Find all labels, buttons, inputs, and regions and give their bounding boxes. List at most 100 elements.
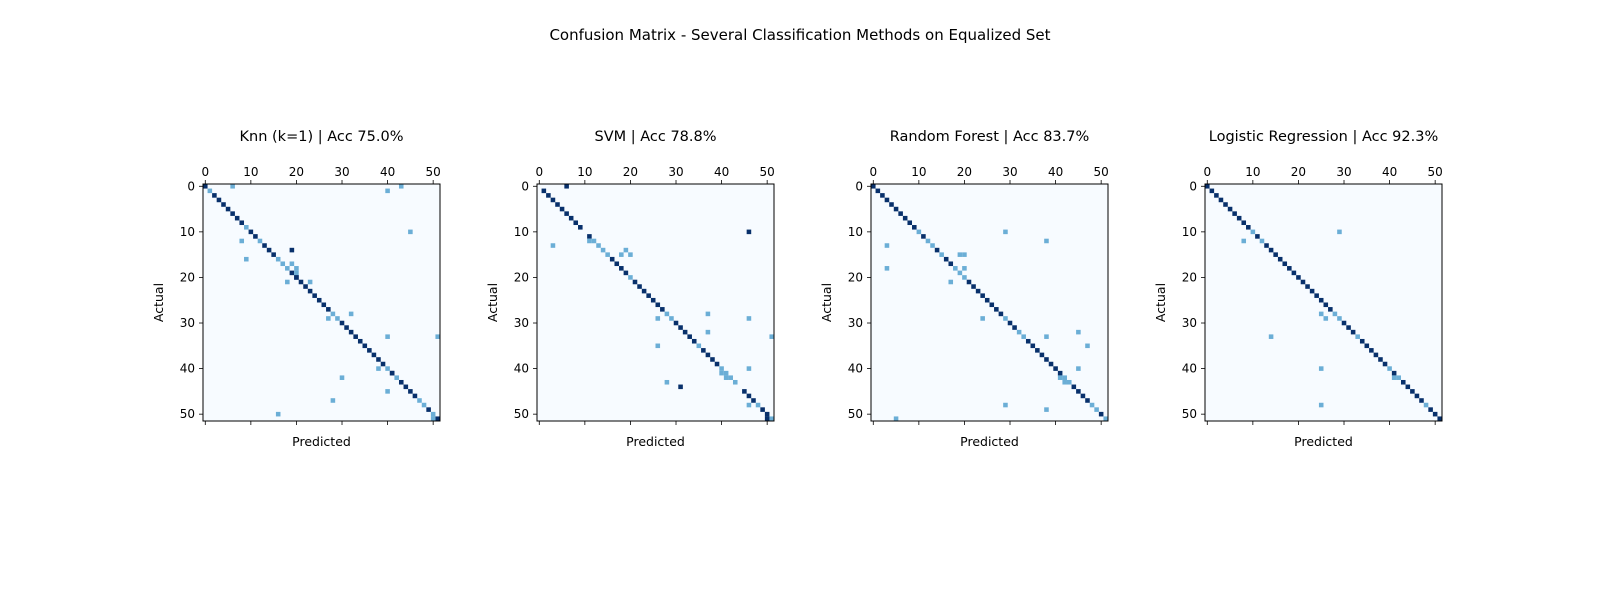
matrix-cell [669, 316, 674, 321]
matrix-cell [417, 398, 422, 403]
matrix-cell [1268, 334, 1274, 339]
y-axis-label: Actual [1153, 283, 1168, 322]
y-axis-label: Actual [819, 283, 834, 322]
x-tick-label: 10 [1245, 165, 1260, 179]
matrix-cell [742, 389, 747, 394]
matrix-cell [889, 202, 894, 207]
matrix-cell [989, 302, 995, 308]
matrix-cell [719, 366, 724, 371]
y-tick-label: 40 [1182, 362, 1197, 376]
matrix-cell [294, 266, 299, 271]
matrix-cell [1003, 316, 1008, 321]
matrix-cell [367, 348, 372, 353]
y-tick-label: 50 [180, 407, 195, 421]
matrix-cell [1057, 375, 1063, 380]
matrix-cell [1309, 288, 1315, 294]
x-tick-label: 40 [714, 165, 729, 179]
matrix-cell [1318, 402, 1324, 408]
matrix-cell [285, 266, 290, 271]
matrix-cell [230, 211, 235, 216]
x-tick-label: 20 [1291, 165, 1306, 179]
matrix-cell [605, 252, 610, 257]
matrix-cell [1369, 348, 1374, 353]
y-tick-label: 40 [848, 362, 863, 376]
matrix-cell [587, 234, 592, 239]
matrix-cell [385, 366, 390, 371]
matrix-cell [764, 416, 770, 421]
matrix-cell [1282, 261, 1288, 267]
matrix-cell [587, 238, 592, 244]
matrix-cell [591, 238, 597, 244]
matrix-cell [1428, 407, 1433, 412]
matrix-cell [687, 334, 692, 339]
matrix-cell [655, 302, 661, 308]
matrix-cell [321, 302, 327, 308]
matrix-cell [943, 256, 949, 262]
matrix-cell [719, 370, 724, 376]
matrix-cell [1044, 407, 1049, 412]
matrix-cell [541, 188, 547, 194]
matrix-cell [994, 307, 999, 312]
x-tick-label: 0 [1203, 165, 1211, 179]
matrix-cell [275, 411, 281, 417]
y-axis-label: Actual [151, 283, 166, 322]
matrix-cell [614, 261, 620, 267]
matrix-cell [371, 352, 377, 358]
matrix-cell [696, 343, 702, 349]
matrix-cell [1071, 384, 1077, 390]
matrix-cell [1236, 215, 1242, 221]
x-tick-label: 30 [334, 165, 349, 179]
y-tick-label: 10 [180, 225, 195, 239]
matrix-cell [880, 193, 885, 198]
y-axis-label: Actual [485, 283, 500, 322]
matrix-cell [1305, 284, 1310, 289]
matrix-cell [1030, 343, 1036, 349]
matrix-cell [984, 297, 990, 303]
matrix-cell [1241, 238, 1247, 244]
matrix-cell [746, 366, 752, 371]
matrix-cell [385, 389, 390, 394]
matrix-cell [646, 293, 651, 298]
matrix-cell [980, 316, 985, 321]
matrix-cell [875, 188, 881, 194]
y-tick-label: 0 [855, 179, 863, 193]
matrix-cell [1021, 334, 1026, 339]
matrix-cell [916, 229, 922, 235]
matrix-cell [628, 252, 633, 257]
matrix-cell [1323, 316, 1329, 321]
matrix-cell [1246, 225, 1251, 230]
confusion-matrix-panel: 0 10 20 30 40 50 0 10 20 30 40 50 Knn (k=1) | Acc 75… [151, 129, 441, 449]
x-axis-label: Predicted [292, 434, 351, 449]
matrix-cell [1250, 229, 1256, 235]
matrix-cell [303, 284, 308, 289]
matrix-cell [559, 206, 565, 212]
matrix-cell [344, 325, 349, 330]
matrix-cell [1405, 384, 1411, 390]
matrix-cell [962, 266, 967, 271]
y-tick-label: 0 [1189, 179, 1197, 193]
matrix-cell [430, 411, 436, 417]
matrix-cell [212, 193, 217, 198]
matrix-cell [884, 243, 890, 248]
x-tick-label: 20 [957, 165, 972, 179]
matrix-cell [723, 370, 729, 376]
matrix-cell [746, 316, 752, 321]
matrix-cell [609, 256, 615, 262]
matrix-cell [330, 398, 336, 403]
matrix-cell [1094, 407, 1099, 412]
matrix-cell [966, 279, 972, 285]
matrix-cell [307, 279, 313, 285]
matrix-cell [1432, 411, 1438, 417]
matrix-cell [728, 375, 733, 380]
matrix-cell [1085, 398, 1090, 403]
matrix-cell [326, 307, 331, 312]
matrix-cell [1035, 348, 1040, 353]
x-tick-label: 20 [623, 165, 638, 179]
matrix-cell [362, 343, 368, 349]
matrix-cell [1227, 206, 1233, 212]
x-tick-label: 50 [760, 165, 775, 179]
matrix-cell [600, 247, 606, 253]
panel-title: Logistic Regression | Acc 92.3% [1209, 129, 1438, 145]
x-tick-label: 40 [1048, 165, 1063, 179]
matrix-cell [289, 247, 295, 253]
